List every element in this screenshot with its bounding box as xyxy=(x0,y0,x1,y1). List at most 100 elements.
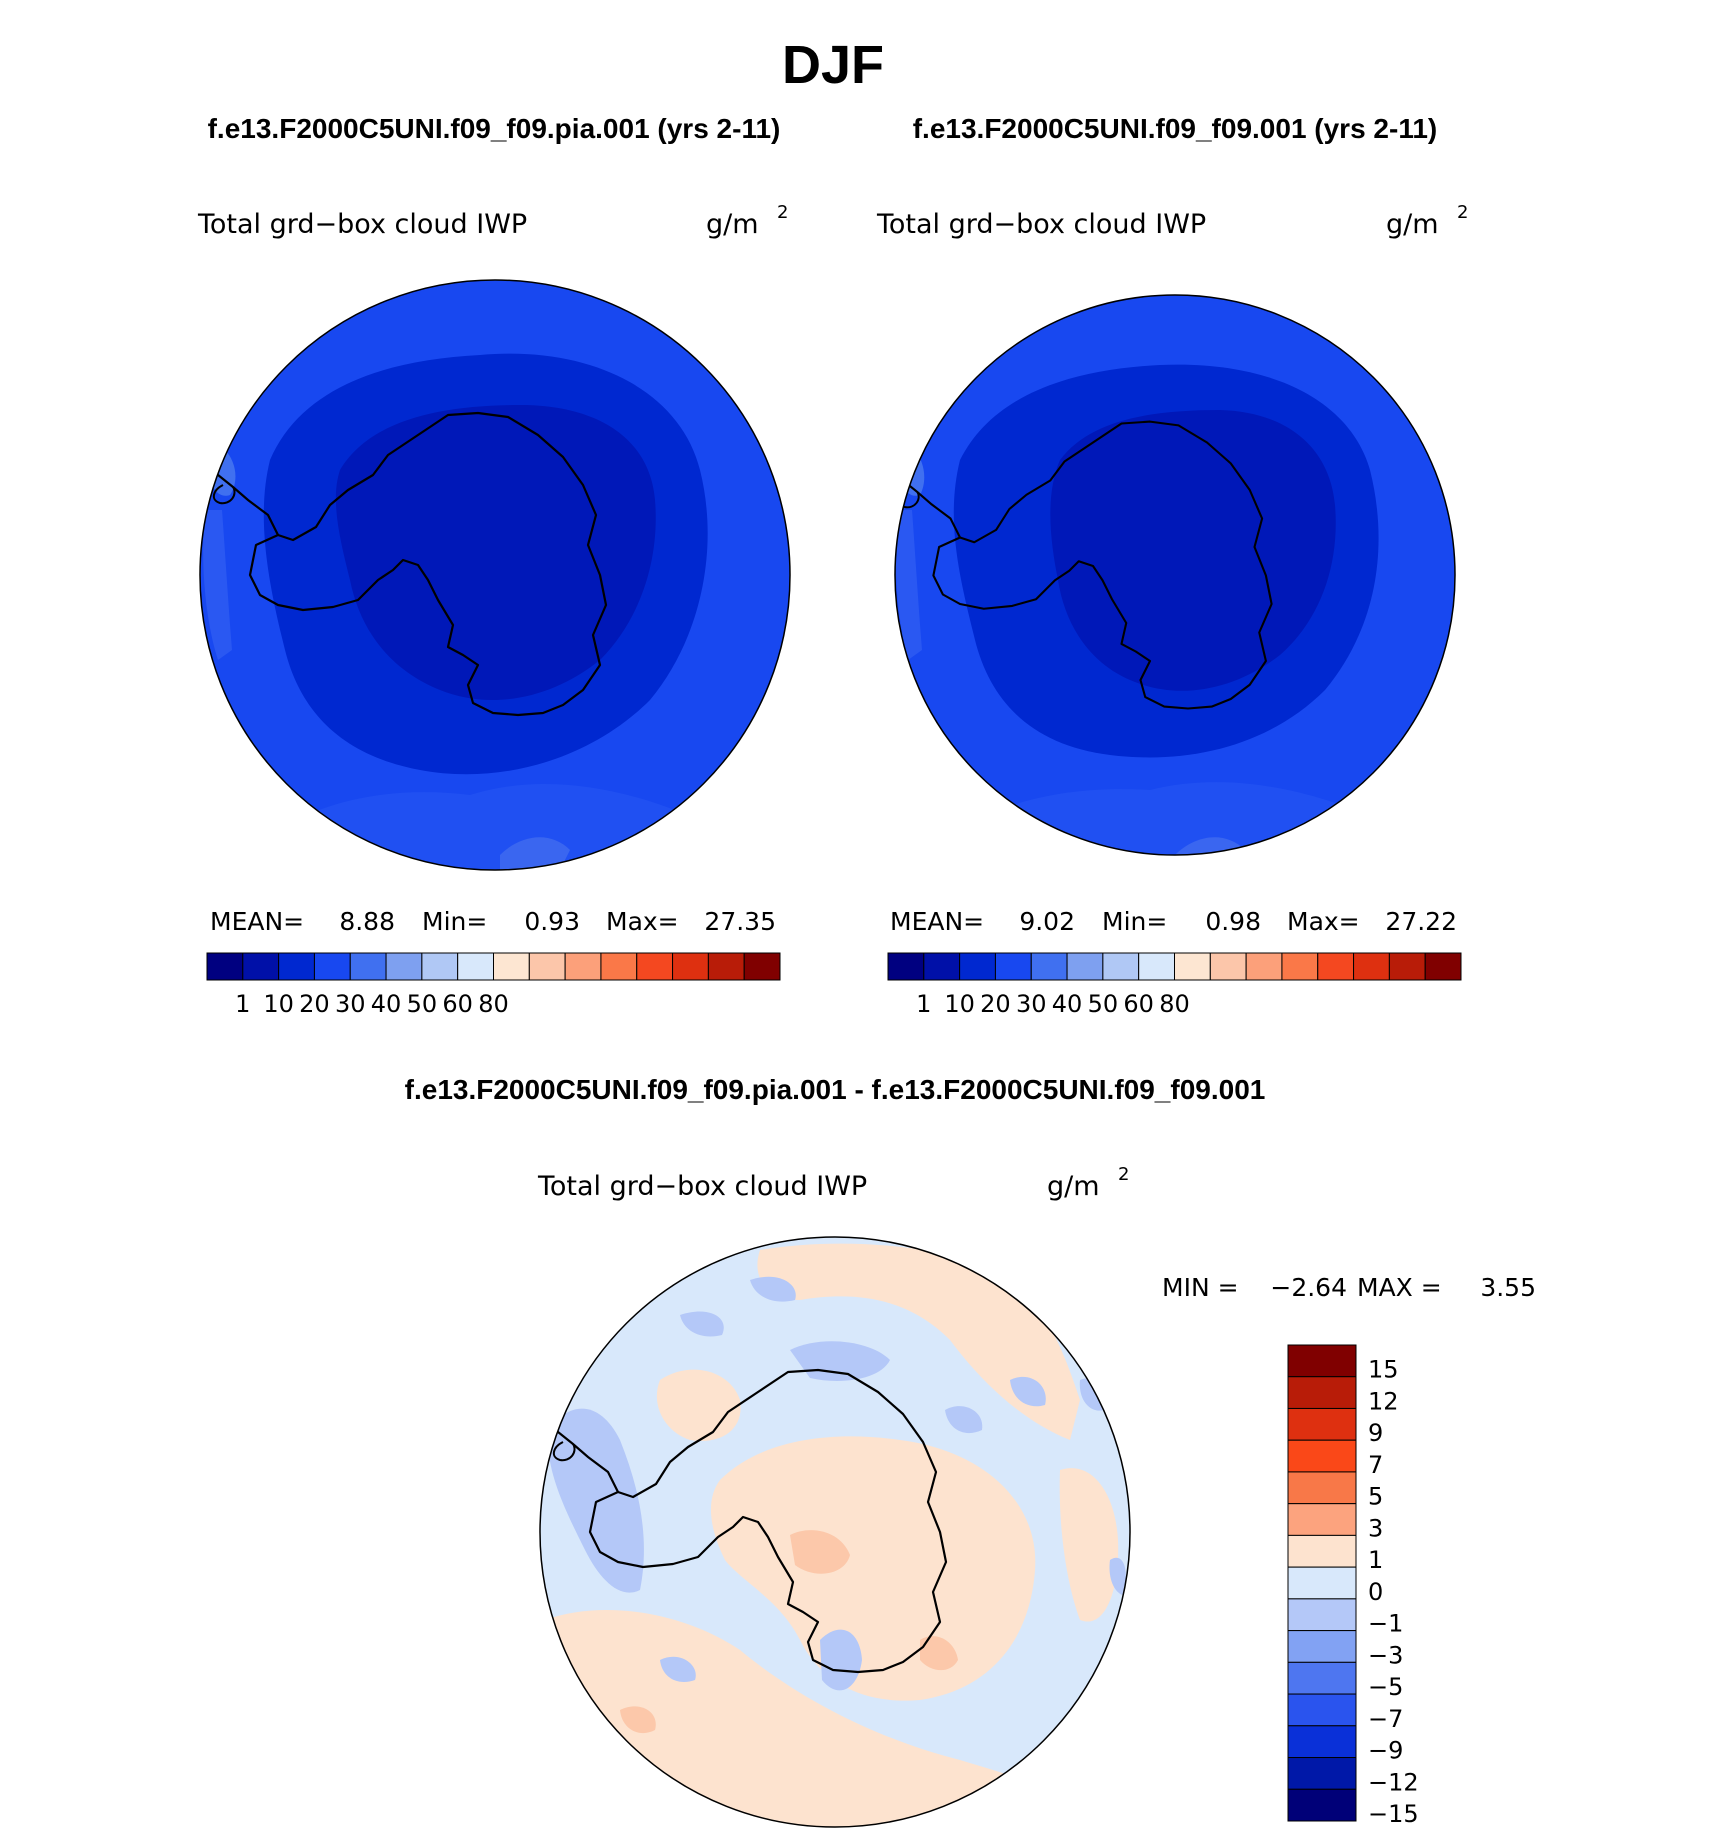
stat-max-label-right: Max= xyxy=(1287,907,1360,936)
colorbar-tick-label: 9 xyxy=(1368,1419,1383,1447)
difference-max-value: 3.55 xyxy=(1480,1273,1536,1302)
colorbar-tick-label: 5 xyxy=(1368,1483,1383,1511)
map-border-right xyxy=(894,294,1456,856)
colorbar-tick-label: 15 xyxy=(1368,1356,1399,1384)
colorbar-tick-label: 50 xyxy=(1088,990,1119,1018)
colorbar-tick-label: 20 xyxy=(299,990,330,1018)
polar-map-right xyxy=(895,295,1455,855)
units-exponent-right: 2 xyxy=(1457,202,1468,223)
colorbar-swatch xyxy=(313,952,351,981)
units-exponent-left: 2 xyxy=(777,202,788,223)
colorbar-swatch xyxy=(242,952,280,981)
colorbar-swatch xyxy=(1066,952,1104,981)
colorbar-difference: 15 12 9 7 5 3 1 0 −1 −3 −5 −7 −9 −12 −15 xyxy=(1287,1344,1419,1828)
colorbar-swatch xyxy=(1245,952,1283,981)
difference-min-label: MIN = xyxy=(1162,1273,1239,1302)
units-exponent-difference: 2 xyxy=(1118,1164,1129,1185)
colorbar-swatch xyxy=(600,952,638,981)
colorbar-swatch xyxy=(1317,952,1355,981)
colorbar-swatch xyxy=(923,952,961,981)
colorbar-swatch xyxy=(1424,952,1462,981)
colorbar-tick-label: 40 xyxy=(1052,990,1083,1018)
colorbar-left xyxy=(206,952,781,981)
colorbar-swatch xyxy=(1287,1376,1357,1409)
colorbar-tick-label: 20 xyxy=(980,990,1011,1018)
colorbar-tick-label: 7 xyxy=(1368,1451,1383,1479)
stat-mean-value-left: 8.88 xyxy=(339,907,395,936)
colorbar-tick-label: −3 xyxy=(1368,1641,1403,1669)
colorbar-tick-label: 10 xyxy=(263,990,294,1018)
colorbar-swatch xyxy=(1287,1693,1357,1727)
colorbar-swatch xyxy=(1287,1534,1357,1568)
colorbar-tick-label: 60 xyxy=(1123,990,1154,1018)
colorbar-swatch xyxy=(1287,1725,1357,1759)
colorbar-tick-label: 1 xyxy=(1368,1546,1383,1574)
colorbar-swatch xyxy=(1353,952,1390,981)
colorbar-tick-label: 30 xyxy=(1016,990,1047,1018)
colorbar-ticks-right: 1 10 20 30 40 50 60 80 xyxy=(916,990,1190,1018)
colorbar-swatch xyxy=(1281,952,1319,981)
colorbar-swatch xyxy=(1388,952,1426,981)
units-label-difference: g/m xyxy=(1047,1171,1100,1202)
colorbar-tick-label: 12 xyxy=(1368,1387,1399,1415)
colorbar-swatch xyxy=(493,952,530,981)
colorbar-swatch xyxy=(457,952,494,981)
colorbar-swatch xyxy=(1287,1344,1357,1378)
colorbar-swatch xyxy=(959,952,996,981)
stat-mean-value-right: 9.02 xyxy=(1019,907,1075,936)
colorbar-tick-label: 0 xyxy=(1368,1578,1383,1606)
panel-left: f.e13.F2000C5UNI.f09_f09.pia.001 (yrs 2-… xyxy=(197,113,791,1018)
colorbar-swatch xyxy=(1287,1598,1357,1632)
colorbar-tick-label: 40 xyxy=(371,990,402,1018)
panel-right: f.e13.F2000C5UNI.f09_f09.001 (yrs 2-11) … xyxy=(876,113,1468,1018)
colorbar-swatch xyxy=(1287,1757,1357,1790)
colorbar-swatch xyxy=(278,952,315,981)
colorbar-swatch xyxy=(1287,1503,1357,1536)
variable-label-difference: Total grd−box cloud IWP xyxy=(537,1171,867,1202)
season-title: DJF xyxy=(782,35,884,95)
colorbar-tick-label: −7 xyxy=(1368,1705,1403,1733)
colorbar-tick-label: 1 xyxy=(235,990,250,1018)
colorbar-swatch xyxy=(1287,1471,1357,1505)
colorbar-swatch xyxy=(887,952,925,981)
colorbar-swatch xyxy=(636,952,674,981)
colorbar-swatch xyxy=(1030,952,1068,981)
colorbar-swatch xyxy=(421,952,459,981)
polar-map-difference xyxy=(540,1237,1130,1827)
colorbar-tick-label: 1 xyxy=(916,990,931,1018)
map-border-left xyxy=(199,279,791,871)
colorbar-swatch xyxy=(707,952,745,981)
colorbar-swatch xyxy=(1287,1661,1357,1695)
colorbar-tick-label: 80 xyxy=(1159,990,1190,1018)
colorbar-swatch xyxy=(1287,1630,1357,1663)
colorbar-tick-label: −12 xyxy=(1368,1768,1419,1796)
difference-title: f.e13.F2000C5UNI.f09_f09.pia.001 - f.e13… xyxy=(405,1074,1266,1105)
colorbar-swatch xyxy=(1287,1788,1357,1822)
colorbar-swatch xyxy=(1138,952,1175,981)
colorbar-tick-label: 50 xyxy=(407,990,438,1018)
colorbar-swatch xyxy=(1287,1566,1357,1600)
colorbar-tick-label: −5 xyxy=(1368,1673,1403,1701)
stat-max-label-left: Max= xyxy=(606,907,679,936)
case-title-right: f.e13.F2000C5UNI.f09_f09.001 (yrs 2-11) xyxy=(913,113,1438,144)
units-label-right: g/m xyxy=(1386,209,1439,240)
colorbar-swatch xyxy=(1102,952,1140,981)
colorbar-swatch xyxy=(564,952,602,981)
colorbar-tick-label: −9 xyxy=(1368,1737,1403,1765)
colorbar-tick-label: 80 xyxy=(478,990,509,1018)
stat-mean-label-left: MEAN= xyxy=(210,907,304,936)
map-border-difference xyxy=(539,1236,1131,1828)
stat-min-value-right: 0.98 xyxy=(1205,907,1261,936)
colorbar-swatch xyxy=(349,952,387,981)
colorbar-ticks-left: 1 10 20 30 40 50 60 80 xyxy=(235,990,509,1018)
colorbar-tick-label: 30 xyxy=(335,990,366,1018)
colorbar-right xyxy=(887,952,1462,981)
colorbar-swatch xyxy=(528,952,566,981)
colorbar-tick-label: 10 xyxy=(944,990,975,1018)
case-title-left: f.e13.F2000C5UNI.f09_f09.pia.001 (yrs 2-… xyxy=(208,113,781,144)
colorbar-tick-label: −1 xyxy=(1368,1610,1403,1638)
variable-label-right: Total grd−box cloud IWP xyxy=(876,209,1206,240)
colorbar-tick-label: 60 xyxy=(442,990,473,1018)
colorbar-swatch xyxy=(1209,952,1247,981)
